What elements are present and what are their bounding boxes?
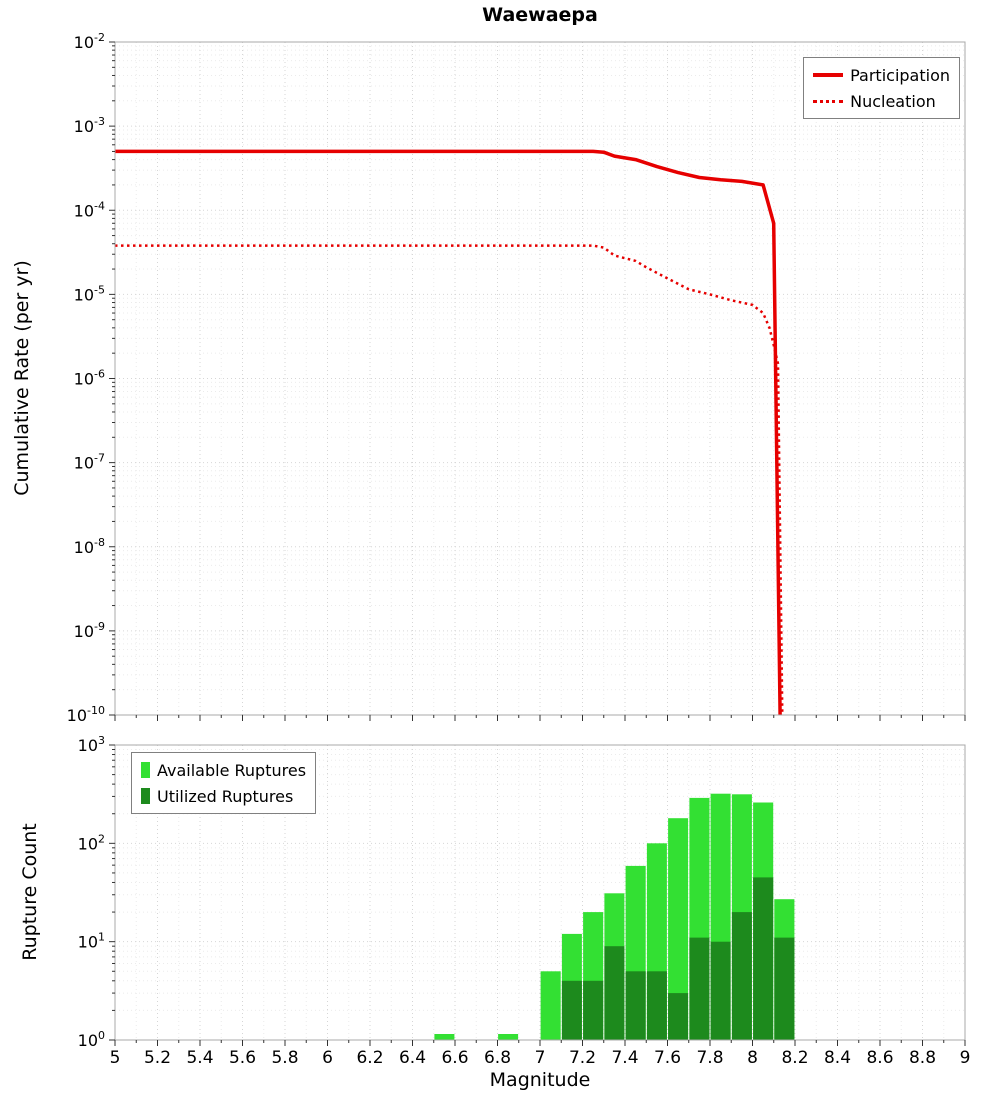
top-panel-minor-gridlines [115, 42, 965, 715]
y-tick-label: 10-8 [74, 536, 105, 557]
top-y-axis-label: Cumulative Rate (per yr) [11, 260, 33, 496]
y-tick-label: 10-9 [74, 620, 105, 641]
x-tick-label: 6.6 [441, 1048, 468, 1068]
x-tick-label: 5.2 [144, 1048, 171, 1068]
y-tick-label: 10-2 [74, 31, 105, 52]
top-panel-y-tick-labels: 10-2 10-3 10-4 10-5 10-6 10-7 10-8 10-9 10-10 [67, 31, 105, 725]
legend-item-available-ruptures: Available Ruptures [141, 757, 306, 783]
x-tick-label: 8.6 [866, 1048, 893, 1068]
bar [774, 937, 795, 1040]
bottom-panel-major-gridlines [115, 745, 965, 1040]
bar [710, 941, 731, 1040]
x-tick-label: 5.4 [186, 1048, 213, 1068]
y-tick-label: 100 [78, 1029, 105, 1050]
bar [689, 937, 710, 1040]
y-tick-label: 101 [78, 931, 105, 952]
bar [646, 971, 667, 1040]
bottom-y-axis-label: Rupture Count [19, 823, 41, 961]
x-tick-label: 7.4 [611, 1048, 638, 1068]
x-tick-label: 8.4 [824, 1048, 851, 1068]
participation-line [115, 149, 782, 715]
bar [498, 1034, 519, 1040]
y-tick-label: 10-10 [67, 704, 105, 725]
y-tick-label: 10-6 [74, 368, 105, 389]
utilized-ruptures-swatch-icon [141, 788, 150, 804]
top-panel: 10-2 10-3 10-4 10-5 10-6 10-7 10-8 10-9 10-10 [67, 31, 966, 725]
x-tick-label: 7.6 [654, 1048, 681, 1068]
x-tick-label: 6.2 [356, 1048, 383, 1068]
x-tick-label: 5 [110, 1048, 121, 1068]
bar [625, 971, 646, 1040]
bottom-panel-minor-gridlines [115, 745, 965, 1040]
x-tick-labels: 5 5.2 5.4 5.6 5.8 6 6.2 6.4 6.6 6.8 7 7.2 7.4 7.6 7.8 8… [110, 1048, 971, 1068]
x-tick-label: 7.8 [696, 1048, 723, 1068]
y-tick-label: 102 [78, 832, 105, 853]
bar [583, 980, 604, 1040]
bar [434, 1034, 455, 1040]
y-tick-label: 10-5 [74, 283, 105, 304]
participation-line-sample-icon [813, 73, 844, 77]
x-tick-label: 8.2 [781, 1048, 808, 1068]
available-ruptures-swatch-icon [141, 762, 150, 778]
bar [668, 818, 689, 1040]
legend-item-nucleation: Nucleation [813, 88, 950, 114]
y-tick-label: 10-3 [74, 115, 105, 136]
bar [561, 980, 582, 1040]
x-tick-label: 7 [535, 1048, 546, 1068]
x-tick-label: 8.8 [909, 1048, 936, 1068]
x-tick-label: 7.2 [569, 1048, 596, 1068]
legend-item-utilized-ruptures: Utilized Ruptures [141, 783, 306, 809]
top-panel-major-gridlines [115, 42, 965, 715]
bar [668, 993, 689, 1040]
bottom-panel: 103 102 101 100 [78, 734, 966, 1050]
bottom-panel-tick-marks [109, 744, 966, 1046]
x-tick-label: 6.4 [399, 1048, 426, 1068]
legend-label-participation: Participation [850, 65, 950, 85]
bottom-panel-y-tick-labels: 103 102 101 100 [78, 734, 105, 1050]
x-tick-label: 5.6 [229, 1048, 256, 1068]
bottom-legend: Available Ruptures Utilized Ruptures [131, 752, 317, 814]
x-tick-label: 9 [960, 1048, 971, 1068]
bar [731, 912, 752, 1040]
y-tick-label: 103 [78, 734, 105, 755]
top-legend: Participation Nucleation [803, 57, 960, 119]
legend-item-participation: Participation [813, 62, 950, 88]
legend-label-nucleation: Nucleation [850, 91, 936, 111]
x-tick-label: 8 [747, 1048, 758, 1068]
chart-title: Waewaepa [482, 4, 598, 26]
top-panel-tick-marks [109, 41, 966, 721]
y-tick-label: 10-4 [74, 199, 105, 220]
x-axis-label: Magnitude [489, 1069, 591, 1091]
x-tick-label: 6 [322, 1048, 333, 1068]
nucleation-line [115, 244, 784, 715]
legend-label-available-ruptures: Available Ruptures [157, 760, 307, 780]
x-tick-label: 6.8 [484, 1048, 511, 1068]
utilized-ruptures-bars [561, 877, 795, 1040]
y-tick-label: 10-7 [74, 452, 105, 473]
legend-label-utilized-ruptures: Utilized Ruptures [157, 786, 294, 806]
bar [604, 946, 625, 1040]
nucleation-line-sample-icon [813, 99, 844, 103]
bar [753, 877, 774, 1040]
bar [540, 971, 561, 1040]
x-tick-label: 5.8 [271, 1048, 298, 1068]
rate-lines [115, 149, 784, 715]
